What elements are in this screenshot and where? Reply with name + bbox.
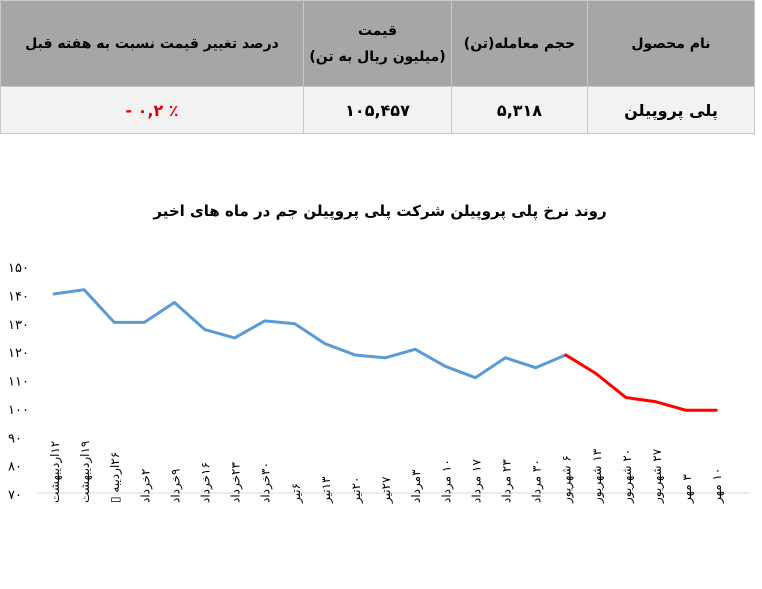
header-price: قیمت (میلیون ریال به تن) [303, 0, 452, 87]
x-tick-label: ۱۶خرداد [199, 462, 214, 503]
y-tick-label: ۹۰ [8, 431, 22, 446]
table-header-row: نام محصول حجم معامله(تن) قیمت (میلیون ری… [0, 0, 755, 87]
y-tick-label: ۱۲۰ [8, 346, 29, 361]
x-tick-label: ۲۳خرداد [229, 461, 244, 503]
x-tick-label: ۳۰خرداد [259, 462, 274, 503]
y-tick-label: ۱۴۰ [8, 289, 29, 304]
x-tick-label: ۳ مهر [680, 474, 695, 504]
x-tick-label: ۱۰ مهر [710, 468, 725, 504]
x-tick-label: ۳مرداد [409, 469, 424, 503]
x-tick-label: ۲۷تیر [379, 476, 394, 504]
x-tick-label: ۳۰ مرداد [530, 459, 545, 503]
series-line-historical [52, 288, 568, 380]
x-tick-label: ۲۳ مرداد [500, 459, 515, 503]
table-row: پلی پروپیلن ۵,۳۱۸ ۱۰۵,۴۵۷ ٪ ۰,۲ - [0, 86, 755, 134]
cell-volume: ۵,۳۱۸ [451, 86, 588, 134]
x-tick-label: ۲۷ شهریور [650, 448, 665, 504]
price-trend-chart: روند نرخ پلی پروپیلن شرکت پلی پروپیلن جم… [8, 202, 750, 504]
header-product: نام محصول [587, 0, 755, 87]
y-tick-label: ۱۱۰ [8, 375, 29, 390]
y-tick-label: ۱۰۰ [8, 403, 29, 418]
header-change: درصد تغییر قیمت نسبت به هفته قبل [0, 0, 304, 87]
header-price-unit: (میلیون ریال به تن) [309, 48, 446, 65]
price-table: نام محصول حجم معامله(تن) قیمت (میلیون ری… [0, 0, 755, 134]
x-tick-label: ۱۳ شهریور [590, 448, 605, 504]
cell-price: ۱۰۵,۴۵۷ [303, 86, 452, 134]
cell-product: پلی پروپیلن [587, 86, 755, 134]
x-tick-label: ۶تیر [289, 483, 304, 504]
cell-change: ٪ ۰,۲ - [0, 86, 304, 134]
x-tick-label: ۱۲اردیبهشت [48, 441, 63, 503]
x-tick-label: ۱۳تیر [319, 476, 334, 504]
header-price-title: قیمت [357, 22, 398, 39]
y-tick-label: ۷۰ [8, 488, 22, 503]
chart-title: روند نرخ پلی پروپیلن شرکت پلی پروپیلن جم… [152, 202, 606, 221]
series-line-recent [564, 353, 718, 412]
x-tick-label: ۲۰تیر [349, 477, 364, 504]
x-tick-label: ۱۷ مرداد [469, 459, 484, 503]
x-tick-label: ۲۰ شهریور [620, 449, 635, 504]
y-tick-label: ۱۵۰ [8, 261, 29, 276]
x-tick-label: ۲۶اردیبه ▯ [108, 452, 123, 503]
x-tick-label: ۱۹اردیبهشت [78, 441, 93, 503]
x-tick-label: ۲خرداد [138, 468, 153, 503]
x-tick-label: ۶ شهریور [560, 455, 575, 504]
y-tick-label: ۱۳۰ [8, 318, 29, 333]
header-volume: حجم معامله(تن) [451, 0, 588, 87]
y-axis-ticks: ۷۰ ۸۰ ۹۰ ۱۰۰ ۱۱۰ ۱۲۰ ۱۳۰ ۱۴۰ ۱۵۰ [8, 261, 29, 503]
x-tick-label: ۱۰ مرداد [439, 459, 454, 503]
series-lines [52, 288, 718, 412]
x-tick-label: ۹خرداد [168, 468, 183, 503]
x-axis-ticks: ۱۲اردیبهشت ۱۹اردیبهشت ۲۶اردیبه ▯ ۲خرداد ۹خرد… [48, 441, 725, 504]
y-tick-label: ۸۰ [8, 460, 22, 475]
